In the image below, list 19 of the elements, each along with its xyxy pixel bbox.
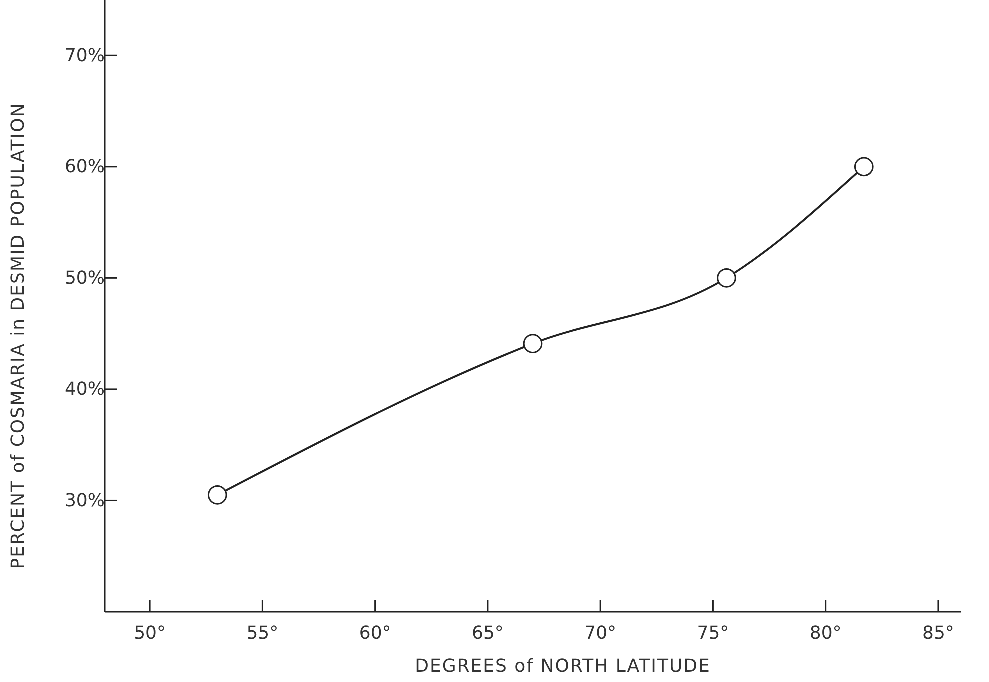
point	[208, 486, 228, 505]
x-tick-label: 85°	[922, 622, 954, 644]
x-tick-label: 50°	[134, 622, 166, 644]
point	[717, 268, 736, 288]
y-tick-label: 30%	[64, 490, 105, 512]
x-tick-label: 70°	[584, 622, 617, 644]
y-tick-label: 50%	[64, 268, 105, 289]
point	[523, 334, 543, 354]
y-tick-label: 40%	[64, 379, 105, 400]
x-tick-label: 80°	[810, 622, 842, 644]
x-tick-label: 55°	[246, 622, 279, 644]
y-axis-title: PERCENT of COSMARIA in DESMID POPULATION	[8, 102, 29, 570]
x-tick-label: 65°	[472, 622, 504, 644]
point	[854, 157, 874, 177]
x-tick-label: 60°	[359, 622, 392, 644]
x-tick-label: 75°	[697, 622, 730, 644]
y-tick-label: 70%	[64, 45, 105, 66]
x-axis-title: DEGREES of NORTH LATITUDE	[415, 656, 711, 677]
y-tick-label: 60%	[64, 156, 105, 178]
